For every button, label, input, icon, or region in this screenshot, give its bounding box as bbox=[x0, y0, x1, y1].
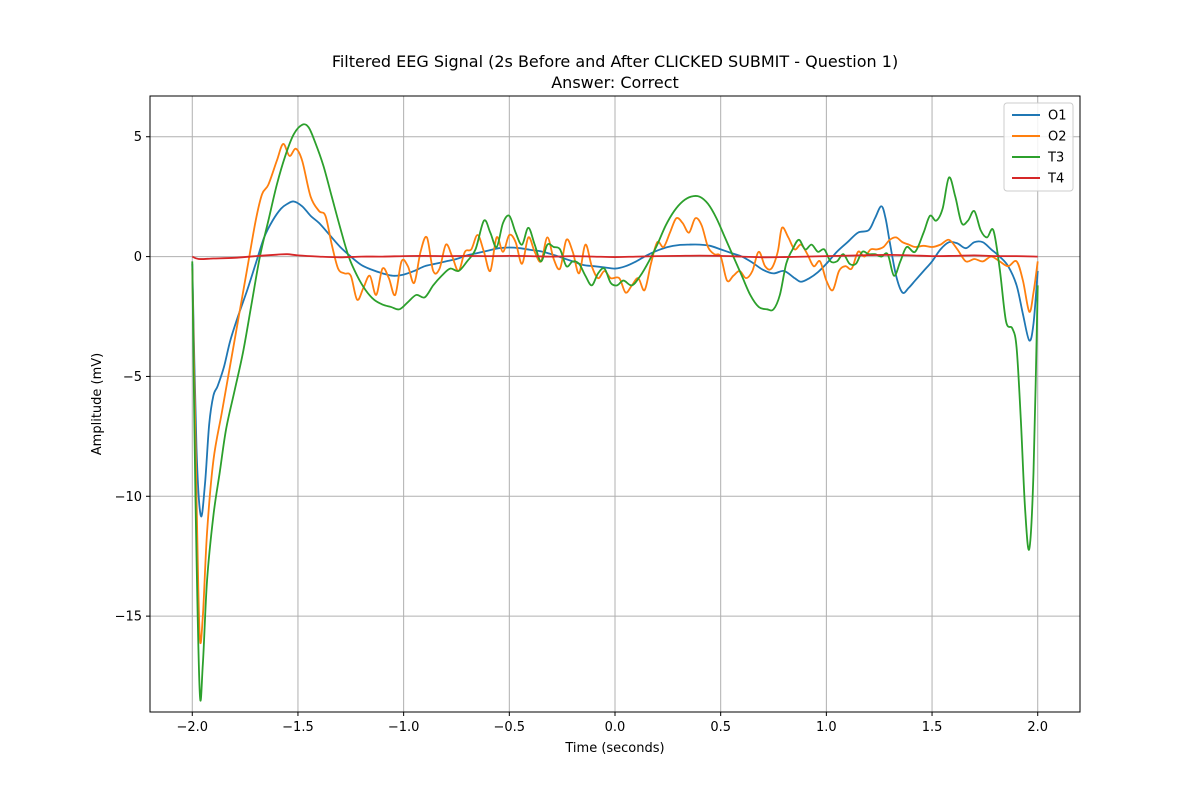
x-tick-label: −1.0 bbox=[388, 720, 420, 735]
y-tick-label: −15 bbox=[115, 610, 142, 625]
x-axis-label: Time (seconds) bbox=[564, 741, 664, 756]
y-axis-label: Amplitude (mV) bbox=[90, 353, 105, 455]
y-tick-label: −10 bbox=[115, 490, 142, 505]
x-tick-label: −0.5 bbox=[494, 720, 526, 735]
series-line-t3 bbox=[191, 123, 1039, 702]
chart-subtitle: Answer: Correct bbox=[551, 73, 679, 92]
series-line-o1 bbox=[191, 200, 1039, 518]
x-tick-label: 2.0 bbox=[1027, 720, 1048, 735]
x-tick-label: 1.0 bbox=[816, 720, 837, 735]
y-tick-label: 5 bbox=[134, 130, 142, 145]
legend-items: O1 O2 T3 T4 bbox=[1012, 109, 1067, 187]
y-tick-label: 0 bbox=[134, 250, 142, 265]
legend-box bbox=[1003, 102, 1074, 192]
legend: O1 O2 T3 T4 bbox=[1003, 102, 1074, 192]
legend-label-o2: O2 bbox=[1048, 130, 1067, 145]
axis-ticks: −2.0 −1.5 −1.0 −0.5 0.0 0.5 1.0 1.5 2.0 5 0 −5 −10 −1… bbox=[115, 130, 1049, 735]
x-tick-label: 0.5 bbox=[710, 720, 731, 735]
series-line-o2 bbox=[191, 143, 1039, 645]
legend-label-t4: T4 bbox=[1047, 172, 1064, 187]
series-line-t4 bbox=[191, 253, 1038, 260]
x-tick-label: −1.5 bbox=[282, 720, 314, 735]
x-tick-label: −2.0 bbox=[176, 720, 208, 735]
plot-lines bbox=[191, 123, 1039, 702]
x-tick-label: 1.5 bbox=[922, 720, 943, 735]
x-tick-label: 0.0 bbox=[605, 720, 626, 735]
legend-label-o1: O1 bbox=[1048, 109, 1067, 124]
chart-title: Filtered EEG Signal (2s Before and After… bbox=[332, 52, 898, 71]
legend-label-t3: T3 bbox=[1047, 151, 1064, 166]
y-tick-label: −5 bbox=[123, 370, 142, 385]
